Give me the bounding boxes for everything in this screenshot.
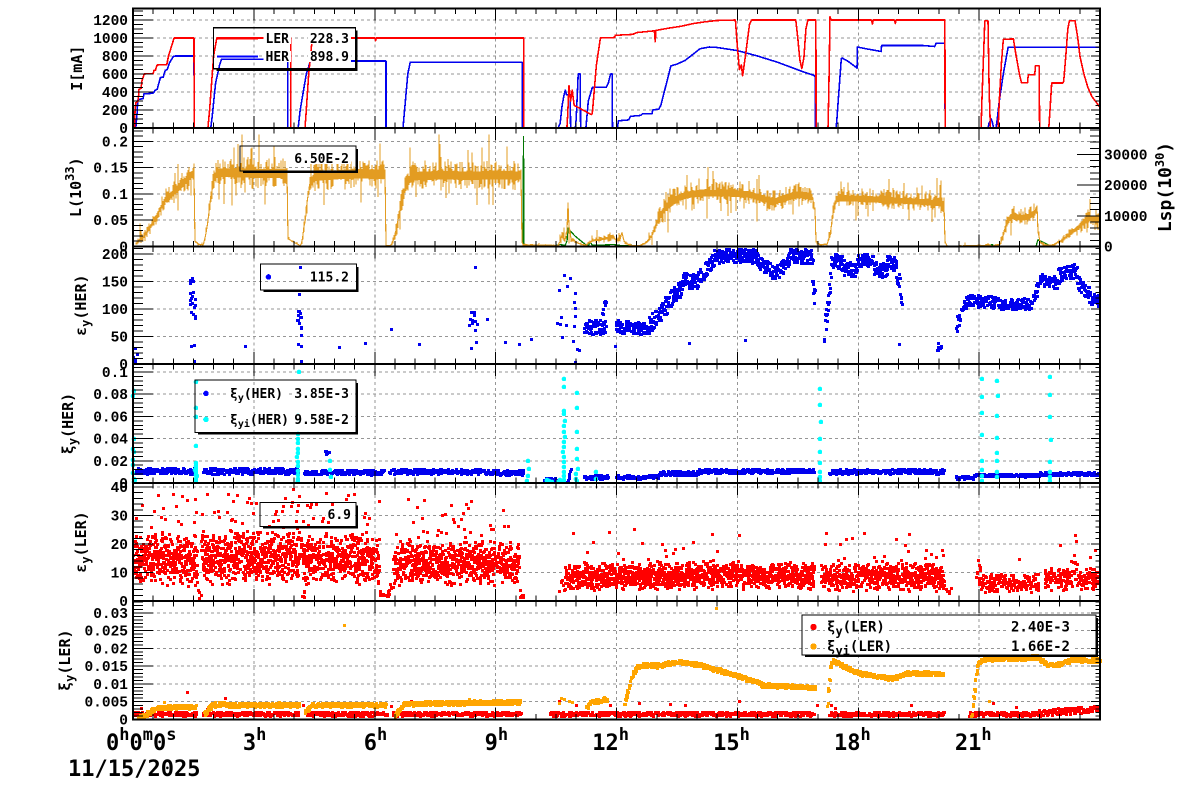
svg-text:0.04: 0.04 <box>93 433 128 449</box>
svg-text:ξy(HER): ξy(HER) <box>230 387 283 404</box>
svg-text:0.05: 0.05 <box>93 214 128 230</box>
svg-text:10000: 10000 <box>1104 210 1148 226</box>
svg-text:0.015: 0.015 <box>84 660 128 676</box>
svg-text:3.85E-3: 3.85E-3 <box>294 387 349 402</box>
svg-text:100: 100 <box>102 303 128 319</box>
svg-text:11/15/2025: 11/15/2025 <box>68 757 200 782</box>
svg-text:0: 0 <box>119 477 128 493</box>
svg-text:0.1: 0.1 <box>102 366 128 382</box>
svg-text:0.01: 0.01 <box>93 678 128 694</box>
svg-text:9.58E-2: 9.58E-2 <box>294 413 349 428</box>
svg-text:LER: LER <box>266 32 290 47</box>
svg-text:ξy(HER): ξy(HER) <box>59 393 80 454</box>
svg-text:30000: 30000 <box>1104 148 1148 164</box>
svg-text:εy(HER): εy(HER) <box>72 274 93 335</box>
svg-text:40: 40 <box>111 481 128 497</box>
svg-text:0.06: 0.06 <box>93 410 128 426</box>
svg-text:0: 0 <box>119 714 128 730</box>
svg-text:2.40E-3: 2.40E-3 <box>1011 620 1070 636</box>
svg-text:0.2: 0.2 <box>102 135 128 151</box>
svg-text:30: 30 <box>111 510 128 526</box>
svg-text:0: 0 <box>119 241 128 257</box>
svg-text:0.005: 0.005 <box>84 696 128 712</box>
svg-text:600: 600 <box>102 68 128 84</box>
svg-text:115.2: 115.2 <box>310 271 349 286</box>
svg-text:0: 0 <box>119 122 128 138</box>
svg-text:150: 150 <box>102 276 128 292</box>
svg-text:L(1033): L(1033) <box>63 157 85 217</box>
svg-text:HER: HER <box>266 50 290 65</box>
svg-text:898.9: 898.9 <box>310 50 349 65</box>
svg-text:0: 0 <box>119 358 128 374</box>
svg-text:0.1: 0.1 <box>102 188 128 204</box>
svg-text:50: 50 <box>111 331 128 347</box>
svg-text:0.02: 0.02 <box>93 642 128 658</box>
svg-text:200: 200 <box>102 248 128 264</box>
svg-text:1.66E-2: 1.66E-2 <box>1011 639 1070 655</box>
svg-text:0.03: 0.03 <box>93 607 128 623</box>
svg-text:ξyi(LER): ξyi(LER) <box>827 639 892 658</box>
svg-text:200: 200 <box>102 104 128 120</box>
svg-text:6.50E-2: 6.50E-2 <box>294 152 349 167</box>
svg-text:ξy(LER): ξy(LER) <box>56 629 77 690</box>
svg-text:12h: 12h <box>592 725 629 756</box>
svg-text:I[mA]: I[mA] <box>68 46 86 91</box>
svg-text:0h0m0s: 0h0m0s <box>106 725 177 756</box>
svg-text:0.08: 0.08 <box>93 388 128 404</box>
svg-text:0.02: 0.02 <box>93 455 128 471</box>
svg-text:800: 800 <box>102 50 128 66</box>
svg-text:20000: 20000 <box>1104 179 1148 195</box>
svg-text:228.3: 228.3 <box>310 32 349 47</box>
svg-text:1200: 1200 <box>93 14 128 30</box>
svg-text:0.025: 0.025 <box>84 625 128 641</box>
svg-text:εy(LER): εy(LER) <box>72 511 93 572</box>
svg-text:20: 20 <box>111 538 128 554</box>
svg-text:0.15: 0.15 <box>93 162 128 178</box>
svg-text:1000: 1000 <box>93 32 128 48</box>
svg-text:10: 10 <box>111 567 128 583</box>
svg-text:0: 0 <box>119 595 128 611</box>
svg-text:6.9: 6.9 <box>328 508 351 523</box>
svg-text:ξy(LER): ξy(LER) <box>827 620 885 639</box>
svg-text:400: 400 <box>102 86 128 102</box>
svg-text:0: 0 <box>1104 241 1113 257</box>
